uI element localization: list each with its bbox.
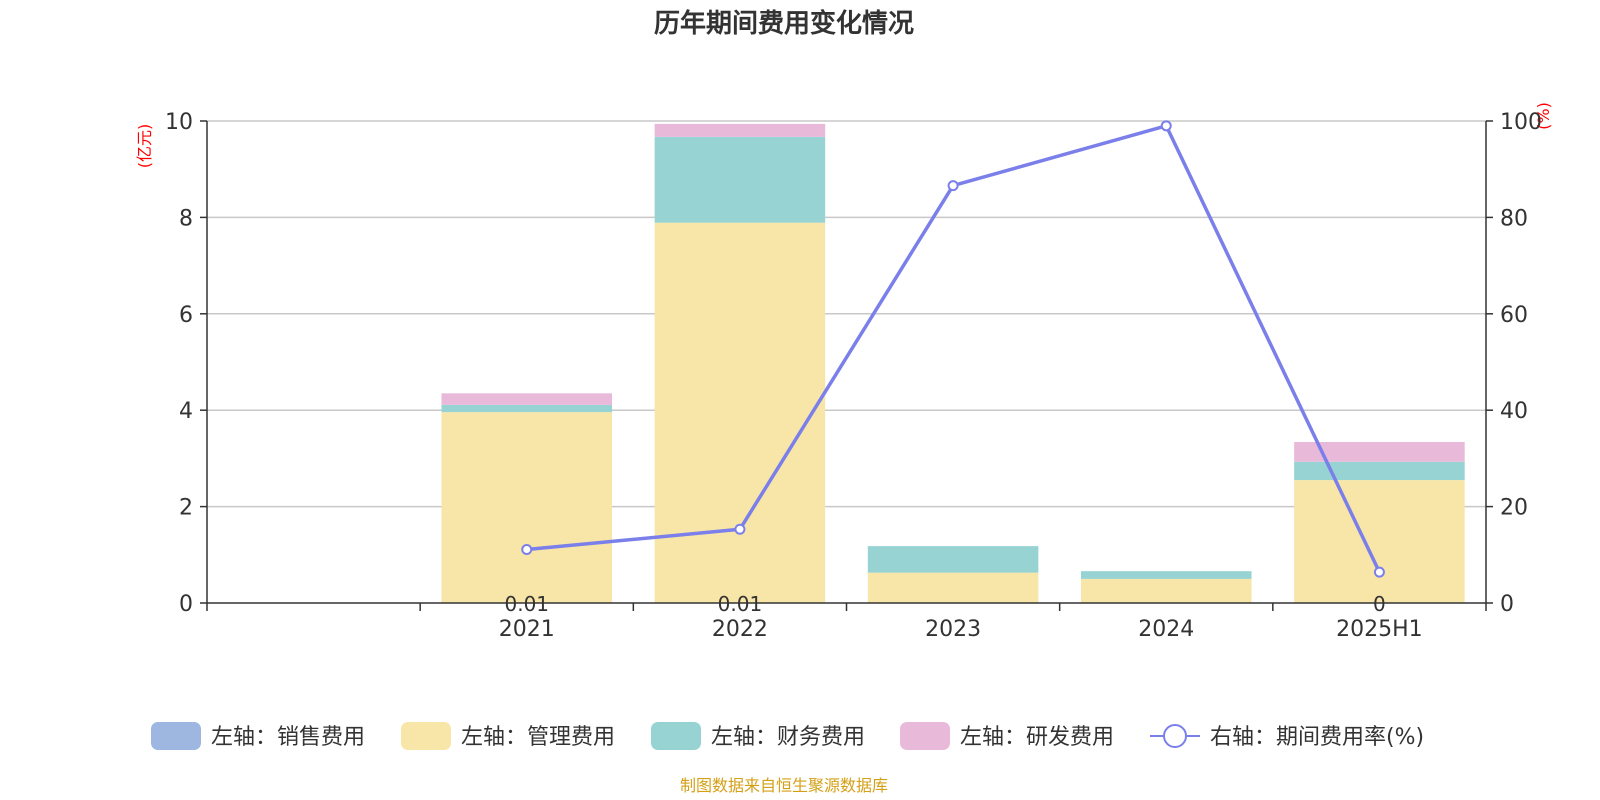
bar-2022-s3 — [654, 123, 826, 137]
left-tick-label: 0 — [179, 592, 193, 617]
bar-2024-s1 — [1080, 578, 1252, 603]
bar-2025H1-s2 — [1294, 461, 1465, 481]
legend-label: 左轴：销售费用 — [211, 725, 365, 750]
bar-2022-s1 — [654, 222, 826, 603]
rate-point — [1160, 120, 1172, 132]
bar-2023-s2 — [867, 546, 1039, 573]
right-tick-label: 100 — [1500, 110, 1542, 135]
rate-point — [521, 543, 533, 555]
right-tick-label: 20 — [1500, 496, 1528, 521]
legend-swatch — [651, 722, 701, 750]
legend-label: 左轴：管理费用 — [461, 725, 615, 750]
right-tick-label: 0 — [1500, 592, 1514, 617]
bar-2025H1-s1 — [1294, 480, 1465, 603]
rate-point — [734, 523, 746, 535]
rate-point — [947, 180, 959, 192]
legend-swatch — [151, 722, 201, 750]
left-tick-label: 4 — [179, 399, 193, 424]
chart-title: 历年期间费用变化情况 — [654, 8, 914, 39]
bar-2021-s1 — [441, 412, 613, 603]
right-axis-unit: (%) — [1534, 102, 1553, 130]
legend-swatch — [401, 722, 451, 750]
data-label: 0.01 — [718, 592, 763, 616]
legend-label: 左轴：财务费用 — [711, 725, 865, 750]
left-axis-unit: (亿元) — [135, 124, 154, 169]
line-series — [521, 120, 1385, 578]
right-tick-label: 80 — [1500, 206, 1528, 231]
legend-label: 右轴：期间费用率(%) — [1210, 725, 1424, 750]
x-tick-label: 2021 — [499, 617, 555, 642]
bar-2021-s2 — [441, 404, 613, 413]
data-label: 0 — [1373, 592, 1386, 616]
x-tick-label: 2025H1 — [1336, 617, 1423, 642]
left-tick-label: 10 — [165, 110, 193, 135]
left-tick-label: 8 — [179, 206, 193, 231]
bar-2024-s2 — [1080, 571, 1252, 579]
right-tick-label: 40 — [1500, 399, 1528, 424]
x-tick-label: 2023 — [925, 617, 981, 642]
legend: 左轴：销售费用 左轴：管理费用 左轴：财务费用 左轴：研发费用 右轴：期间费用率(%) — [151, 722, 1424, 750]
left-tick-label: 2 — [179, 496, 193, 521]
bar-series: 0.01 0.01 0 — [441, 123, 1465, 616]
x-tick-label: 2024 — [1138, 617, 1194, 642]
rate-point — [1373, 566, 1385, 578]
bar-2025H1-s3 — [1294, 442, 1465, 462]
data-label: 0.01 — [504, 592, 549, 616]
left-tick-label: 6 — [179, 303, 193, 328]
bar-2022-s2 — [654, 136, 826, 223]
bar-2023-s1 — [867, 572, 1039, 603]
grid-lines — [207, 120, 1486, 508]
x-tick-label: 2022 — [712, 617, 768, 642]
legend-label: 左轴：研发费用 — [960, 725, 1114, 750]
bar-2021-s3 — [441, 393, 613, 405]
legend-swatch — [900, 722, 950, 750]
source-note: 制图数据来自恒生聚源数据库 — [680, 776, 888, 795]
right-tick-label: 60 — [1500, 303, 1528, 328]
legend-marker — [1163, 724, 1187, 748]
